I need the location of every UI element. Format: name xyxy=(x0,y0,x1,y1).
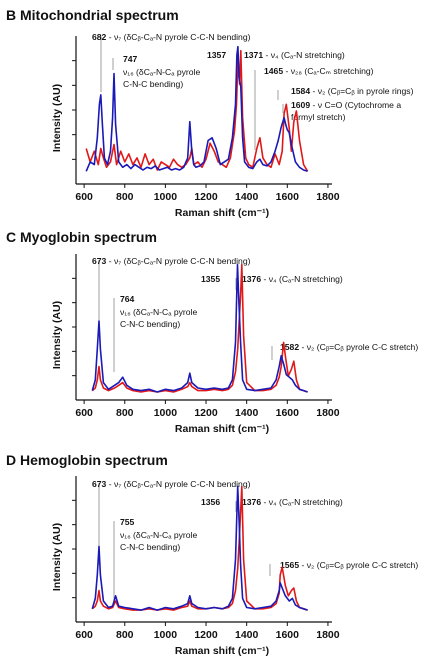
peak-annotation-detail: ν₁₆ (δCₐ-N-Cₐ pyrole xyxy=(120,307,197,317)
x-tick-label: 600 xyxy=(75,407,93,419)
series-blue-line xyxy=(91,485,308,611)
x-tick-label: 1800 xyxy=(316,191,340,203)
panel-title: C Myoglobin spectrum xyxy=(6,229,157,245)
peak-annotation: 1565 - ν₂ (Cᵦ=Cᵦ pyrole C-C stretch) xyxy=(280,560,418,570)
x-tick-label: 600 xyxy=(75,191,93,203)
peak-annotation: 1355 xyxy=(201,274,220,284)
peak-annotation: 673 - ν₇ (δCᵦ-Cₐ-N pyrole C-C-N bending) xyxy=(92,256,251,266)
x-tick-label: 1800 xyxy=(316,407,340,419)
peak-annotation: 1584 - ν₂ (Cᵦ=Cᵦ in pyrole rings) xyxy=(291,86,414,96)
peak-annotation: 764 xyxy=(120,294,135,304)
peak-annotation: 682 - ν₇ (δCᵦ-Cₐ-N pyrole C-C-N bending) xyxy=(92,32,251,42)
x-axis-label: Raman shift (cm⁻¹) xyxy=(175,207,269,219)
x-axis-label: Raman shift (cm⁻¹) xyxy=(175,645,269,657)
peak-annotation: 1582 - ν₂ (Cᵦ=Cᵦ pyrole C-C stretch) xyxy=(280,342,418,352)
panel-d: D Hemoglobin spectrum 600 800 1000 1200 1400 1… xyxy=(6,452,418,657)
peak-annotation: 747 xyxy=(123,54,138,64)
x-tick-label: 1600 xyxy=(276,629,300,641)
x-tick-label: 1400 xyxy=(235,629,259,641)
x-tick-label: 1000 xyxy=(154,407,178,419)
x-tick-label: 600 xyxy=(75,629,93,641)
panel-c: C Myoglobin spectrum 600 800 1000 1200 1400 16… xyxy=(6,229,418,435)
x-tick-label: 1600 xyxy=(276,407,300,419)
series-blue-line xyxy=(91,263,308,393)
x-tick-label: 1200 xyxy=(194,407,218,419)
peak-annotation: 1356 xyxy=(201,497,220,507)
peak-annotation: 1465 - ν₂₈ (Cₐ-Cₘ stretching) xyxy=(264,66,374,76)
y-axis-label: Intensity (AU) xyxy=(51,301,63,369)
x-tick-label: 1800 xyxy=(316,629,340,641)
y-axis-label: Intensity (AU) xyxy=(51,523,63,591)
series-blue-line xyxy=(85,45,308,173)
peak-annotation-detail: ν₁₆ (δCₐ-N-Cₐ pyrole xyxy=(120,530,197,540)
peak-annotation-detail: formyl stretch) xyxy=(291,112,346,122)
peak-annotation: 1376 - ν₄ (Cₐ-N stretching) xyxy=(242,497,343,507)
x-tick-label: 1400 xyxy=(235,407,259,419)
x-tick-label: 1600 xyxy=(276,191,300,203)
x-tick-label: 1000 xyxy=(154,191,178,203)
y-axis-label: Intensity (AU) xyxy=(51,84,63,152)
peak-annotation: 1376 - ν₄ (Cₐ-N stretching) xyxy=(242,274,343,284)
x-tick-label: 800 xyxy=(116,629,134,641)
x-tick-label: 1400 xyxy=(235,191,259,203)
peak-annotation-detail: C-N-C bending) xyxy=(120,542,180,552)
peak-annotation: 1357 xyxy=(207,50,226,60)
series-red-line xyxy=(85,49,309,172)
peak-annotation-detail: C-N-C bending) xyxy=(123,79,183,89)
panel-title: B Mitochondrial spectrum xyxy=(6,7,179,23)
peak-annotation: 1371 - ν₄ (Cₐ-N stretching) xyxy=(244,50,345,60)
x-tick-label: 800 xyxy=(116,191,134,203)
peak-annotation-detail: ν₁₆ (δCₐ-N-Cₐ pyrole xyxy=(123,67,200,77)
panel-title: D Hemoglobin spectrum xyxy=(6,452,168,468)
x-tick-label: 1200 xyxy=(194,191,218,203)
x-axis-label: Raman shift (cm⁻¹) xyxy=(175,423,269,435)
peak-annotation: 1609 - ν C=O (Cytochrome a xyxy=(291,100,401,110)
peak-annotation: 755 xyxy=(120,517,135,527)
series-red-line xyxy=(91,263,308,393)
peak-annotation-detail: C-N-C bending) xyxy=(120,319,180,329)
x-tick-label: 1000 xyxy=(154,629,178,641)
x-tick-label: 1200 xyxy=(194,629,218,641)
peak-annotation: 673 - ν₇ (δCᵦ-Cₐ-N pyrole C-C-N bending) xyxy=(92,479,251,489)
x-tick-label: 800 xyxy=(116,407,134,419)
panel-b: B Mitochondrial spectrum 600 800 1000 1200 14… xyxy=(6,7,414,219)
